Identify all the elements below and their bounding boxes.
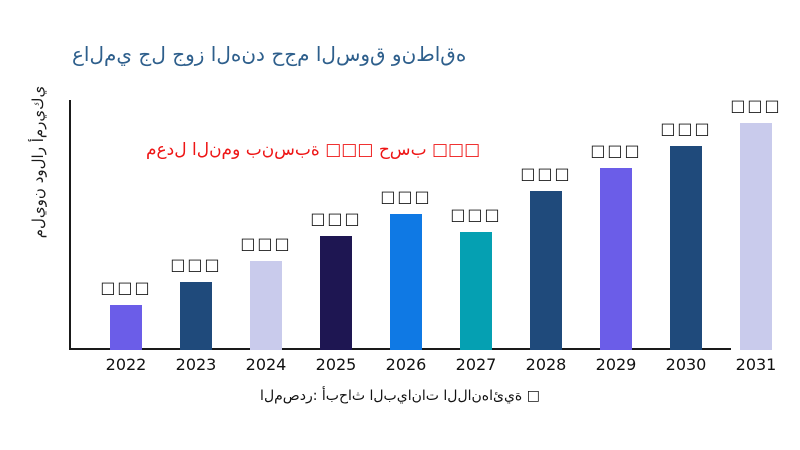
bar-value-label: □□□ [660,119,712,138]
bar-value-label: □□□ [380,187,432,206]
bar-value-label: □□□ [520,164,572,183]
bar-2029 [600,168,632,350]
bar-2026 [390,214,422,350]
x-tick-label: 2023 [175,355,217,374]
bar-value-label: □□□ [590,141,642,160]
bar-2031 [740,123,772,350]
bar-2030 [670,146,702,350]
bar-value-label: □□□ [730,96,782,115]
x-tick-label: 2031 [735,355,777,374]
bar-2025 [320,236,352,350]
bar-2022 [110,305,142,350]
x-tick-label: 2027 [455,355,497,374]
bar-value-label: □□□ [310,209,362,228]
bar-value-label: □□□ [240,234,292,253]
x-tick-label: 2029 [595,355,637,374]
bar-2027 [460,232,492,350]
bar-value-label: □□□ [170,255,222,274]
x-tick-label: 2025 [315,355,357,374]
x-tick-label: 2028 [525,355,567,374]
growth-rate-annotation: م‌ع‌د‌ل‌ ‌ا‌ل‌ن‌م‌و‌ ‌ب‌ن‌س‌ب‌ة‌ ‌□‌□‌□‌… [146,140,481,160]
chart-title: ع‌ا‌ل‌م‌ي‌ ‌ج‌ل‌ ‌ج‌و‌ز‌ ‌ا‌ل‌ه‌ن‌د‌ ‌ح‌… [72,42,467,66]
bar-value-label: □□□ [450,205,502,224]
bar-2028 [530,191,562,350]
bar-value-label: □□□ [100,278,152,297]
x-tick-label: 2022 [105,355,147,374]
x-tick-label: 2030 [665,355,707,374]
y-axis-line [69,100,71,350]
x-tick-label: 2024 [245,355,287,374]
source-caption: ا‌ل‌م‌ص‌د‌ر‌:‌ ‌أ‌ب‌ح‌ا‌ث‌ ‌ا‌ل‌ب‌ي‌ا‌ن‌… [260,388,540,404]
bar-2023 [180,282,212,350]
x-tick-label: 2026 [385,355,427,374]
bar-2024 [250,261,282,350]
